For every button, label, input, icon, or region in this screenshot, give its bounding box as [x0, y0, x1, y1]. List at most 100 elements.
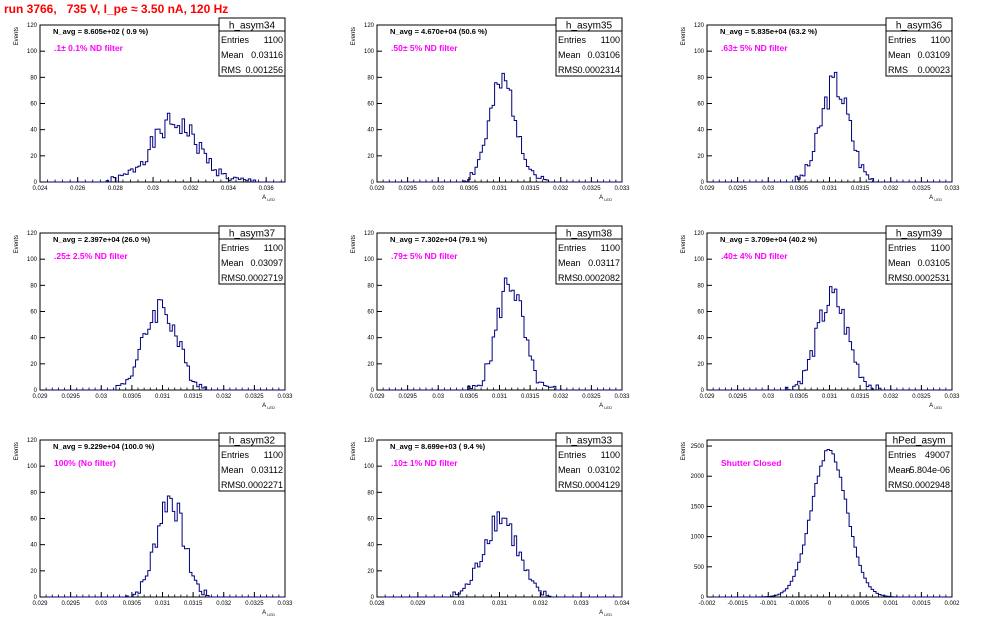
- filter-annotation: 100% (No filter): [54, 458, 116, 468]
- y-tick-label: 80: [30, 75, 37, 81]
- x-tick-label: 0.031: [155, 601, 171, 607]
- x-tick-label: 0.0315: [184, 601, 203, 607]
- x-tick-label: 0.033: [574, 601, 590, 607]
- x-tick-label: 0.03: [95, 601, 107, 607]
- histogram-line: [707, 71, 952, 183]
- navg-label: N_avg = 8.699e+03 ( 9.4 %): [390, 442, 486, 451]
- y-tick-label: 120: [364, 438, 375, 444]
- y-tick-label: 40: [697, 128, 704, 134]
- stats-label: Entries: [888, 35, 917, 45]
- y-tick-label: 40: [697, 336, 704, 342]
- x-tick-label: 0.032: [883, 394, 899, 400]
- x-tick-label: 0.033: [614, 394, 630, 400]
- stats-value: 1100: [931, 35, 950, 45]
- y-tick-label: 100: [364, 49, 375, 55]
- stats-label: RMS: [888, 65, 908, 75]
- histogram-name: h_asym35: [566, 21, 613, 32]
- y-tick-label: 100: [694, 257, 705, 263]
- stats-label: RMS: [558, 480, 578, 490]
- histogram-line: [40, 299, 285, 391]
- filter-annotation: .25± 2.5% ND filter: [54, 251, 128, 261]
- y-tick-label: 100: [364, 464, 375, 470]
- y-tick-label: 60: [367, 517, 374, 523]
- stats-value: 0.03102: [587, 465, 620, 475]
- x-axis-label: A LED: [599, 195, 612, 202]
- stats-label: RMS: [221, 273, 241, 283]
- y-tick-label: 0: [701, 388, 705, 394]
- y-axis-label: Events: [351, 235, 357, 253]
- stats-value: 0.0004129: [577, 480, 620, 490]
- y-tick-label: 0: [34, 388, 38, 394]
- stats-label: RMS: [888, 480, 908, 490]
- x-tick-label: 0.029: [32, 394, 48, 400]
- x-tick-label: 0.002: [944, 601, 960, 607]
- x-tick-label: 0.031: [822, 186, 838, 192]
- stats-label: RMS: [558, 65, 578, 75]
- x-tick-label: 0.0305: [790, 394, 809, 400]
- stats-label: Mean: [221, 50, 244, 60]
- stats-box: [885, 225, 953, 285]
- y-axis-label: Events: [351, 442, 357, 460]
- x-tick-label: 0.0295: [61, 601, 80, 607]
- x-tick-label: 0.024: [32, 186, 48, 192]
- y-axis-label: Events: [681, 442, 687, 460]
- stats-label: Entries: [221, 450, 250, 460]
- filter-annotation: .10± 1% ND filter: [391, 458, 458, 468]
- stats-value: 1100: [264, 35, 283, 45]
- stats-label: Mean: [558, 50, 581, 60]
- x-tick-label: -0.0005: [789, 601, 810, 607]
- stats-label: RMS: [558, 273, 578, 283]
- histogram-name: h_asym39: [896, 229, 943, 240]
- x-tick-label: 0.031: [492, 601, 508, 607]
- navg-label: N_avg = 9.229e+04 (100.0 %): [53, 442, 155, 451]
- stats-value: 1100: [601, 35, 620, 45]
- x-tick-label: 0.03: [432, 394, 444, 400]
- y-tick-label: 20: [30, 362, 37, 368]
- x-tick-label: -0.0015: [727, 601, 748, 607]
- histogram-name: h_asym33: [566, 436, 613, 447]
- histogram-name: hPed_asym: [893, 436, 946, 447]
- stats-value: 0.0002314: [577, 65, 620, 75]
- navg-label: N_avg = 8.605e+02 ( 0.9 %): [53, 27, 149, 36]
- filter-annotation: Shutter Closed: [721, 458, 781, 468]
- y-tick-label: 2500: [691, 444, 705, 450]
- histogram-line: [40, 112, 285, 183]
- histogram-line: [377, 511, 622, 598]
- y-tick-label: 40: [367, 543, 374, 549]
- stats-value: 0.0002271: [240, 480, 283, 490]
- x-tick-label: 0.031: [492, 186, 508, 192]
- y-tick-label: 60: [30, 310, 37, 316]
- y-tick-label: 100: [364, 257, 375, 263]
- x-tick-label: 0: [828, 601, 832, 607]
- stats-label: Entries: [558, 450, 587, 460]
- y-tick-label: 40: [30, 543, 37, 549]
- navg-label: N_avg = 4.670e+04 (50.6 %): [390, 27, 488, 36]
- x-tick-label: 0.0305: [790, 186, 809, 192]
- y-tick-label: 0: [701, 595, 705, 601]
- y-axis-label: Events: [351, 27, 357, 45]
- stats-label: Entries: [888, 450, 917, 460]
- x-tick-label: 0.0315: [521, 186, 540, 192]
- histogram-name: h_asym38: [566, 229, 613, 240]
- stats-value: 1100: [264, 450, 283, 460]
- y-tick-label: 0: [371, 388, 375, 394]
- stats-value: 49007: [925, 450, 950, 460]
- stats-label: Entries: [558, 35, 587, 45]
- y-tick-label: 120: [364, 231, 375, 237]
- x-tick-label: 0.029: [699, 186, 715, 192]
- x-tick-label: 0.029: [410, 601, 426, 607]
- x-tick-label: 0.032: [883, 186, 899, 192]
- stats-label: Mean: [888, 50, 911, 60]
- x-tick-label: 0.033: [944, 186, 960, 192]
- y-tick-label: 0: [34, 595, 38, 601]
- y-tick-label: 120: [694, 23, 705, 29]
- stats-label: Mean: [558, 465, 581, 475]
- stats-box: [555, 432, 623, 492]
- histogram-panel: 0.029 0.0295 0.03 0.0305 0.031 0.0315 0.032 0.0…: [14, 432, 293, 617]
- histogram-name: h_asym32: [229, 436, 276, 447]
- stats-box: [885, 17, 953, 77]
- y-tick-label: 100: [27, 464, 38, 470]
- stats-box: [555, 17, 623, 77]
- histogram-panel: 0.029 0.0295 0.03 0.0305 0.031 0.0315 0.032 0.0…: [14, 225, 293, 410]
